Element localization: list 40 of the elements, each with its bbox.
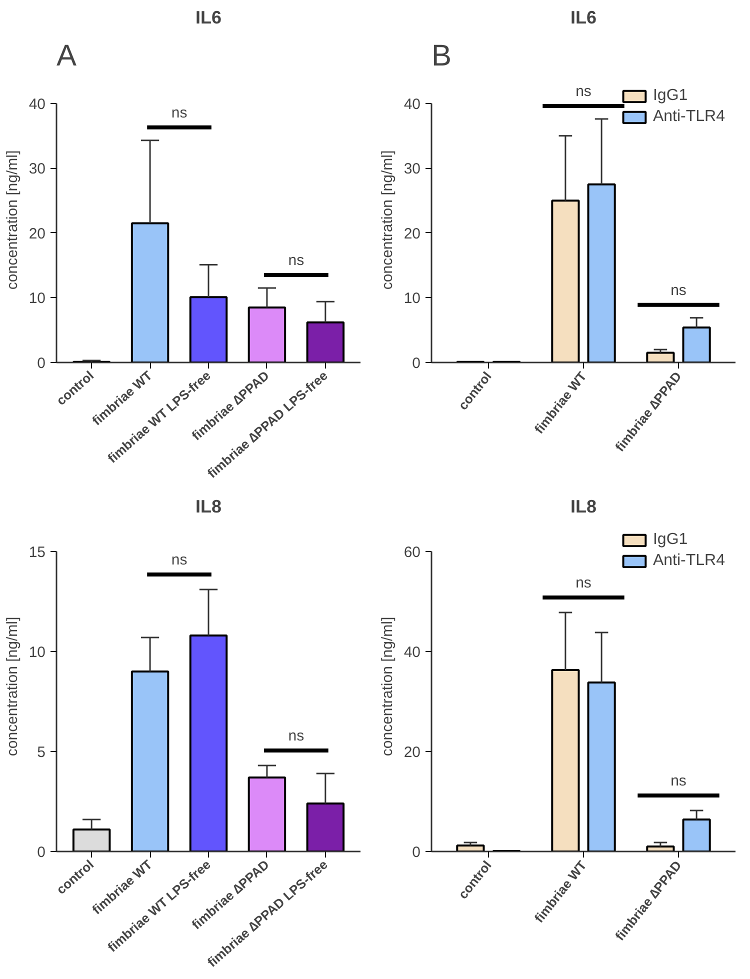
y-tick-label: 5 <box>37 744 46 761</box>
y-tick-label: 30 <box>28 160 46 178</box>
chart-title: IL8 <box>195 496 222 516</box>
chart-title: IL6 <box>195 8 222 28</box>
y-tick-label: 40 <box>404 644 421 661</box>
annotation: ns <box>288 728 304 744</box>
text: ns <box>576 83 592 100</box>
y-tick-label: 0 <box>412 355 420 372</box>
legend-label: Anti-TLR4 <box>652 552 725 570</box>
y-tick-label: 10 <box>28 644 46 661</box>
y-tick-label: 0 <box>37 844 46 861</box>
annotation: ns <box>288 252 304 270</box>
y-tick-label: 40 <box>404 96 421 113</box>
annotation: ns <box>670 282 686 299</box>
legend-label: Anti-TLR4 <box>652 108 725 126</box>
chart-title: IL8 <box>570 496 597 516</box>
y-tick-label: 15 <box>28 544 46 561</box>
annotation: ns <box>171 552 188 568</box>
y-tick-label: 0 <box>412 844 420 861</box>
text: A <box>56 40 77 72</box>
y-tick-label: 20 <box>28 225 46 242</box>
text: B <box>432 40 452 72</box>
annotation: ns <box>171 104 188 122</box>
y-axis-title: concentration [ng/ml] <box>4 150 21 290</box>
y-tick-label: 10 <box>404 290 421 308</box>
y-tick-label: 30 <box>404 160 421 178</box>
y-tick-label: 0 <box>37 355 46 372</box>
annotation: ns <box>670 772 686 790</box>
y-axis-title: concentration [ng/ml] <box>4 616 21 756</box>
y-tick-label: 40 <box>28 96 46 113</box>
y-tick-label: 20 <box>404 225 421 242</box>
y-tick-label: 10 <box>28 290 46 308</box>
y-axis-title: concentration [ng/ml] <box>378 150 396 290</box>
y-axis-title: concentration [ng/ml] <box>378 616 396 756</box>
legend-label: IgG1 <box>652 87 688 105</box>
y-tick-label: 20 <box>404 744 421 761</box>
annotation: ns <box>576 574 592 592</box>
legend-label: IgG1 <box>652 531 688 549</box>
chart-title: IL6 <box>570 8 597 28</box>
y-tick-label: 60 <box>404 544 421 561</box>
